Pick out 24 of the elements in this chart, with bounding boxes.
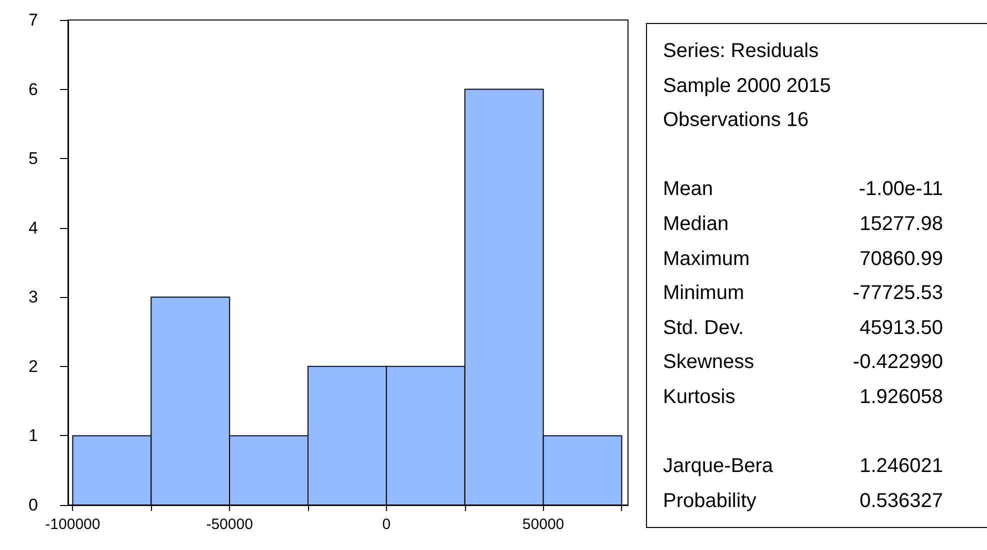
text: Observations 16 <box>663 108 810 134</box>
text: Sample 2000 2015 <box>663 74 831 99</box>
text: Median 15277.98 <box>663 212 943 235</box>
text: Std. Dev. 45913.50 <box>663 316 943 339</box>
y-tick-label: 1 <box>28 426 38 446</box>
text: Jarque-Bera 1.246021 <box>663 455 943 478</box>
text: Kurtosis 1.926058 <box>663 386 943 408</box>
y-tick-label: 5 <box>28 149 38 168</box>
y-tick-label: 4 <box>28 218 38 238</box>
text: Maximum 70860.99 <box>663 248 943 270</box>
text: Mean -1.00e-11 <box>663 178 943 200</box>
x-tick-label: -100000 <box>45 516 100 533</box>
x-tick-label: -50000 <box>206 516 253 533</box>
y-tick-label: 6 <box>28 80 38 99</box>
y-tick-label: 2 <box>28 356 38 376</box>
text: Probability 0.536327 <box>663 490 943 512</box>
y-tick-label: 3 <box>28 288 38 307</box>
text: Minimum -77725.53 <box>663 282 943 304</box>
x-tick-label: 50000 <box>522 516 564 533</box>
x-tick-label: 0 <box>382 516 391 533</box>
y-tick-label: 7 <box>28 10 38 30</box>
text: Series: Residuals <box>663 39 820 64</box>
text: Skewness -0.422990 <box>663 351 943 374</box>
y-tick-label: 0 <box>28 496 38 514</box>
